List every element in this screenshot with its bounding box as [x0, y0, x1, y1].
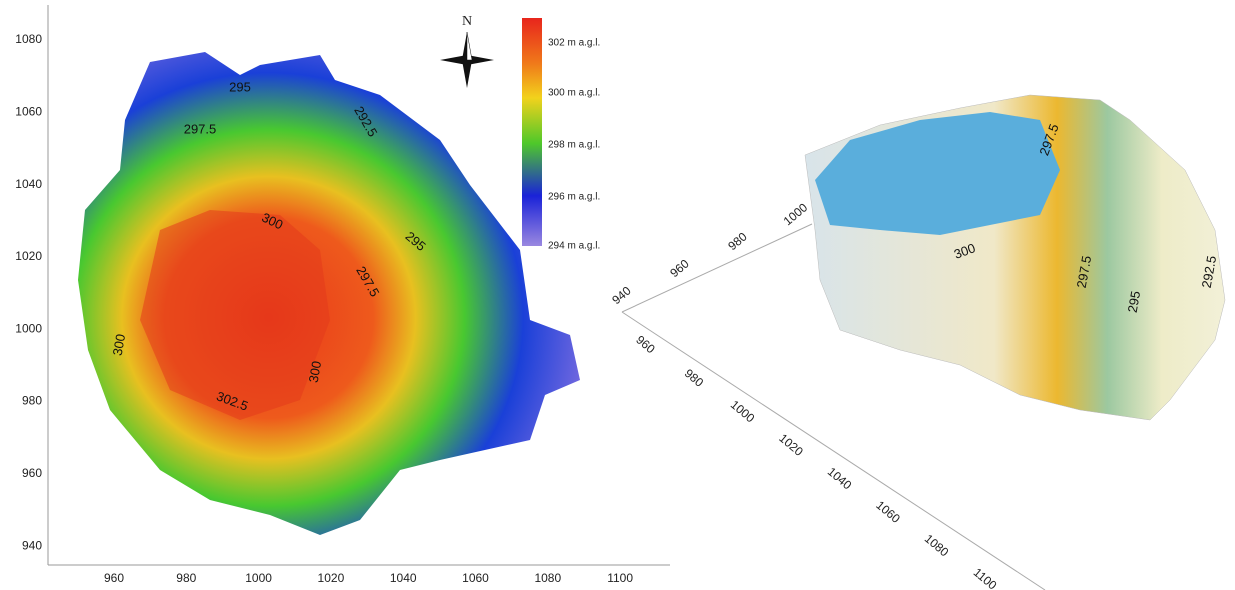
summit-3d	[815, 112, 1060, 235]
contour-label: 297.5	[184, 121, 217, 136]
figure: N 295 292.5 297.5 300 295 297.5 300 300 …	[0, 0, 1235, 590]
axis-b-tick-label: 1040	[825, 464, 855, 492]
axis-b-tick-label: 1020	[776, 431, 806, 459]
axis-b-tick-label: 1000	[728, 397, 758, 425]
axis-a	[622, 224, 812, 312]
y-tick-label: 1080	[15, 32, 42, 46]
north-label: N	[462, 14, 472, 29]
axis-b-tick-label: 960	[633, 333, 658, 357]
y-tick-label: 1020	[15, 249, 42, 263]
x-tick-label: 1080	[534, 571, 561, 585]
x-tick-label: 1020	[318, 571, 345, 585]
y-tick-label: 980	[22, 394, 42, 408]
legend-label: 296 m a.g.l.	[548, 192, 600, 203]
legend-label: 294 m a.g.l.	[548, 241, 600, 252]
x-tick-label: 960	[104, 571, 124, 585]
y-tick-label: 960	[22, 466, 42, 480]
axis-b-tick-label: 1100	[971, 565, 1000, 590]
north-arrow	[440, 32, 494, 88]
axis-b-tick-label: 1080	[922, 531, 952, 559]
x-tick-label: 980	[176, 571, 196, 585]
axis-a-tick-label: 1000	[781, 200, 811, 228]
x-tick-label: 1040	[390, 571, 417, 585]
x-tick-label: 1060	[462, 571, 489, 585]
legend-label: 302 m a.g.l.	[548, 38, 600, 49]
y-tick-label: 1040	[15, 177, 42, 191]
colorbar	[522, 18, 542, 246]
y-tick-label: 940	[22, 538, 42, 552]
legend-label: 300 m a.g.l.	[548, 88, 600, 99]
contour-label: 295	[229, 79, 251, 94]
y-tick-label: 1060	[15, 104, 42, 118]
axis-a-tick-label: 940	[609, 283, 634, 307]
y-tick-label: 1000	[15, 321, 42, 335]
legend-label: 298 m a.g.l.	[548, 140, 600, 151]
axis-b-tick-label: 1060	[873, 498, 903, 526]
x-tick-label: 1000	[245, 571, 272, 585]
axis-a-tick-label: 980	[725, 229, 750, 253]
x-tick-label: 1100	[607, 571, 633, 585]
axis-b-tick-label: 980	[682, 366, 707, 390]
axis-a-tick-label: 960	[667, 256, 692, 280]
